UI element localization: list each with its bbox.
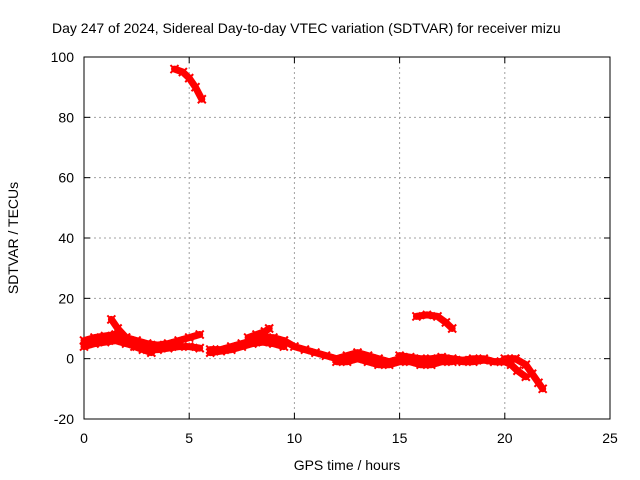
data-point-sat-track-f bbox=[205, 347, 215, 358]
data-point-sat-track-m bbox=[468, 356, 478, 367]
data-point-sat-track-h bbox=[279, 335, 289, 346]
data-point-sat-track-l bbox=[537, 384, 548, 394]
data-point-sat-track-d bbox=[190, 82, 201, 92]
x-tick-label: 10 bbox=[287, 430, 303, 446]
y-tick-label: 60 bbox=[58, 170, 74, 186]
data-point-sat-track-b bbox=[173, 341, 184, 352]
data-point-sat-track-b bbox=[152, 344, 163, 355]
data-point-sat-track-c bbox=[138, 344, 148, 355]
x-tick-label: 25 bbox=[602, 430, 618, 446]
data-point-sat-track-i bbox=[331, 356, 342, 367]
data-point-sat-track-b bbox=[195, 343, 205, 353]
x-axis-label: GPS time / hours bbox=[294, 457, 401, 473]
data-point-sat-track-i bbox=[342, 356, 352, 367]
data-point-sat-track-d bbox=[184, 73, 194, 83]
axis-ticks bbox=[83, 56, 611, 420]
data-point-sat-track-m bbox=[521, 372, 531, 382]
data-point-sat-track-h bbox=[300, 344, 310, 355]
data-point-sat-track-j bbox=[405, 352, 415, 362]
data-series bbox=[79, 64, 548, 394]
data-point-sat-track-c bbox=[129, 341, 140, 352]
data-point-sat-track-m bbox=[500, 356, 510, 367]
data-point-sat-track-h bbox=[310, 347, 321, 358]
y-tick-label: -20 bbox=[54, 411, 74, 427]
data-point-sat-track-j bbox=[394, 350, 405, 361]
x-tick-label: 15 bbox=[392, 430, 408, 446]
data-point-sat-track-j bbox=[436, 352, 447, 362]
y-tick-label: 40 bbox=[58, 230, 74, 246]
data-point-sat-track-m bbox=[479, 355, 489, 365]
data-point-sat-track-m bbox=[512, 366, 523, 376]
x-tick-label: 20 bbox=[497, 430, 513, 446]
data-point-sat-track-d bbox=[169, 64, 180, 74]
data-point-sat-track-f bbox=[237, 341, 247, 352]
data-point-sat-track-k bbox=[411, 311, 422, 322]
data-point-sat-track-g bbox=[251, 329, 262, 340]
data-point-sat-track-l bbox=[527, 369, 537, 379]
y-tick-label: 20 bbox=[58, 290, 74, 306]
data-point-sat-track-g bbox=[264, 323, 274, 334]
data-point-sat-track-c bbox=[121, 332, 131, 343]
data-point-sat-track-k bbox=[432, 311, 443, 322]
data-point-sat-track-i bbox=[373, 359, 384, 370]
data-point-sat-track-i bbox=[352, 353, 363, 364]
data-point-sat-track-h bbox=[321, 350, 331, 361]
data-point-sat-track-b bbox=[100, 337, 110, 347]
data-point-sat-track-b bbox=[184, 341, 194, 352]
x-tick-label: 0 bbox=[80, 430, 88, 446]
data-point-sat-track-d bbox=[197, 94, 207, 104]
data-point-sat-track-h bbox=[289, 341, 300, 352]
data-point-sat-track-b bbox=[89, 338, 100, 349]
series-line-sat-track-f bbox=[206, 338, 288, 357]
data-point-sat-track-i bbox=[363, 356, 373, 367]
data-point-sat-track-k bbox=[447, 323, 457, 334]
data-point-sat-track-f bbox=[258, 337, 268, 347]
data-point-sat-track-b bbox=[79, 341, 89, 352]
data-point-sat-track-j bbox=[426, 353, 436, 364]
data-point-sat-track-c bbox=[106, 314, 117, 325]
x-tick-label: 5 bbox=[185, 430, 193, 446]
y-tick-label: 0 bbox=[66, 351, 74, 367]
data-point-sat-track-m bbox=[489, 356, 499, 367]
data-point-sat-track-f bbox=[216, 346, 226, 356]
data-point-sat-track-i bbox=[384, 359, 394, 370]
y-tick-label: 80 bbox=[58, 109, 74, 125]
y-tick-label: 100 bbox=[51, 49, 75, 65]
chart-title: Day 247 of 2024, Sidereal Day-to-day VTE… bbox=[52, 20, 561, 36]
data-point-sat-track-m bbox=[447, 355, 457, 365]
data-point-sat-track-a bbox=[184, 332, 194, 343]
data-point-sat-track-f bbox=[226, 344, 236, 355]
data-point-sat-track-l bbox=[521, 359, 531, 370]
data-point-sat-track-k bbox=[422, 310, 432, 320]
data-point-sat-track-m bbox=[458, 356, 468, 367]
data-point-sat-track-b bbox=[110, 335, 121, 346]
data-point-sat-track-f bbox=[247, 338, 258, 349]
axis-tick-labels: 0 5 10 15 20 25 -20 0 20 40 60 80 100 bbox=[51, 49, 618, 446]
data-point-sat-track-g bbox=[243, 332, 253, 343]
data-point-sat-track-b bbox=[163, 343, 173, 353]
y-axis-label: SDTVAR / TECUs bbox=[5, 182, 21, 294]
data-point-sat-track-j bbox=[415, 353, 426, 364]
data-point-sat-track-f bbox=[268, 338, 279, 349]
data-point-sat-track-c bbox=[112, 323, 123, 334]
data-point-sat-track-l bbox=[533, 378, 544, 388]
data-point-sat-track-l bbox=[510, 353, 521, 364]
data-point-sat-track-c bbox=[146, 347, 157, 358]
data-point-sat-track-a bbox=[195, 329, 205, 340]
